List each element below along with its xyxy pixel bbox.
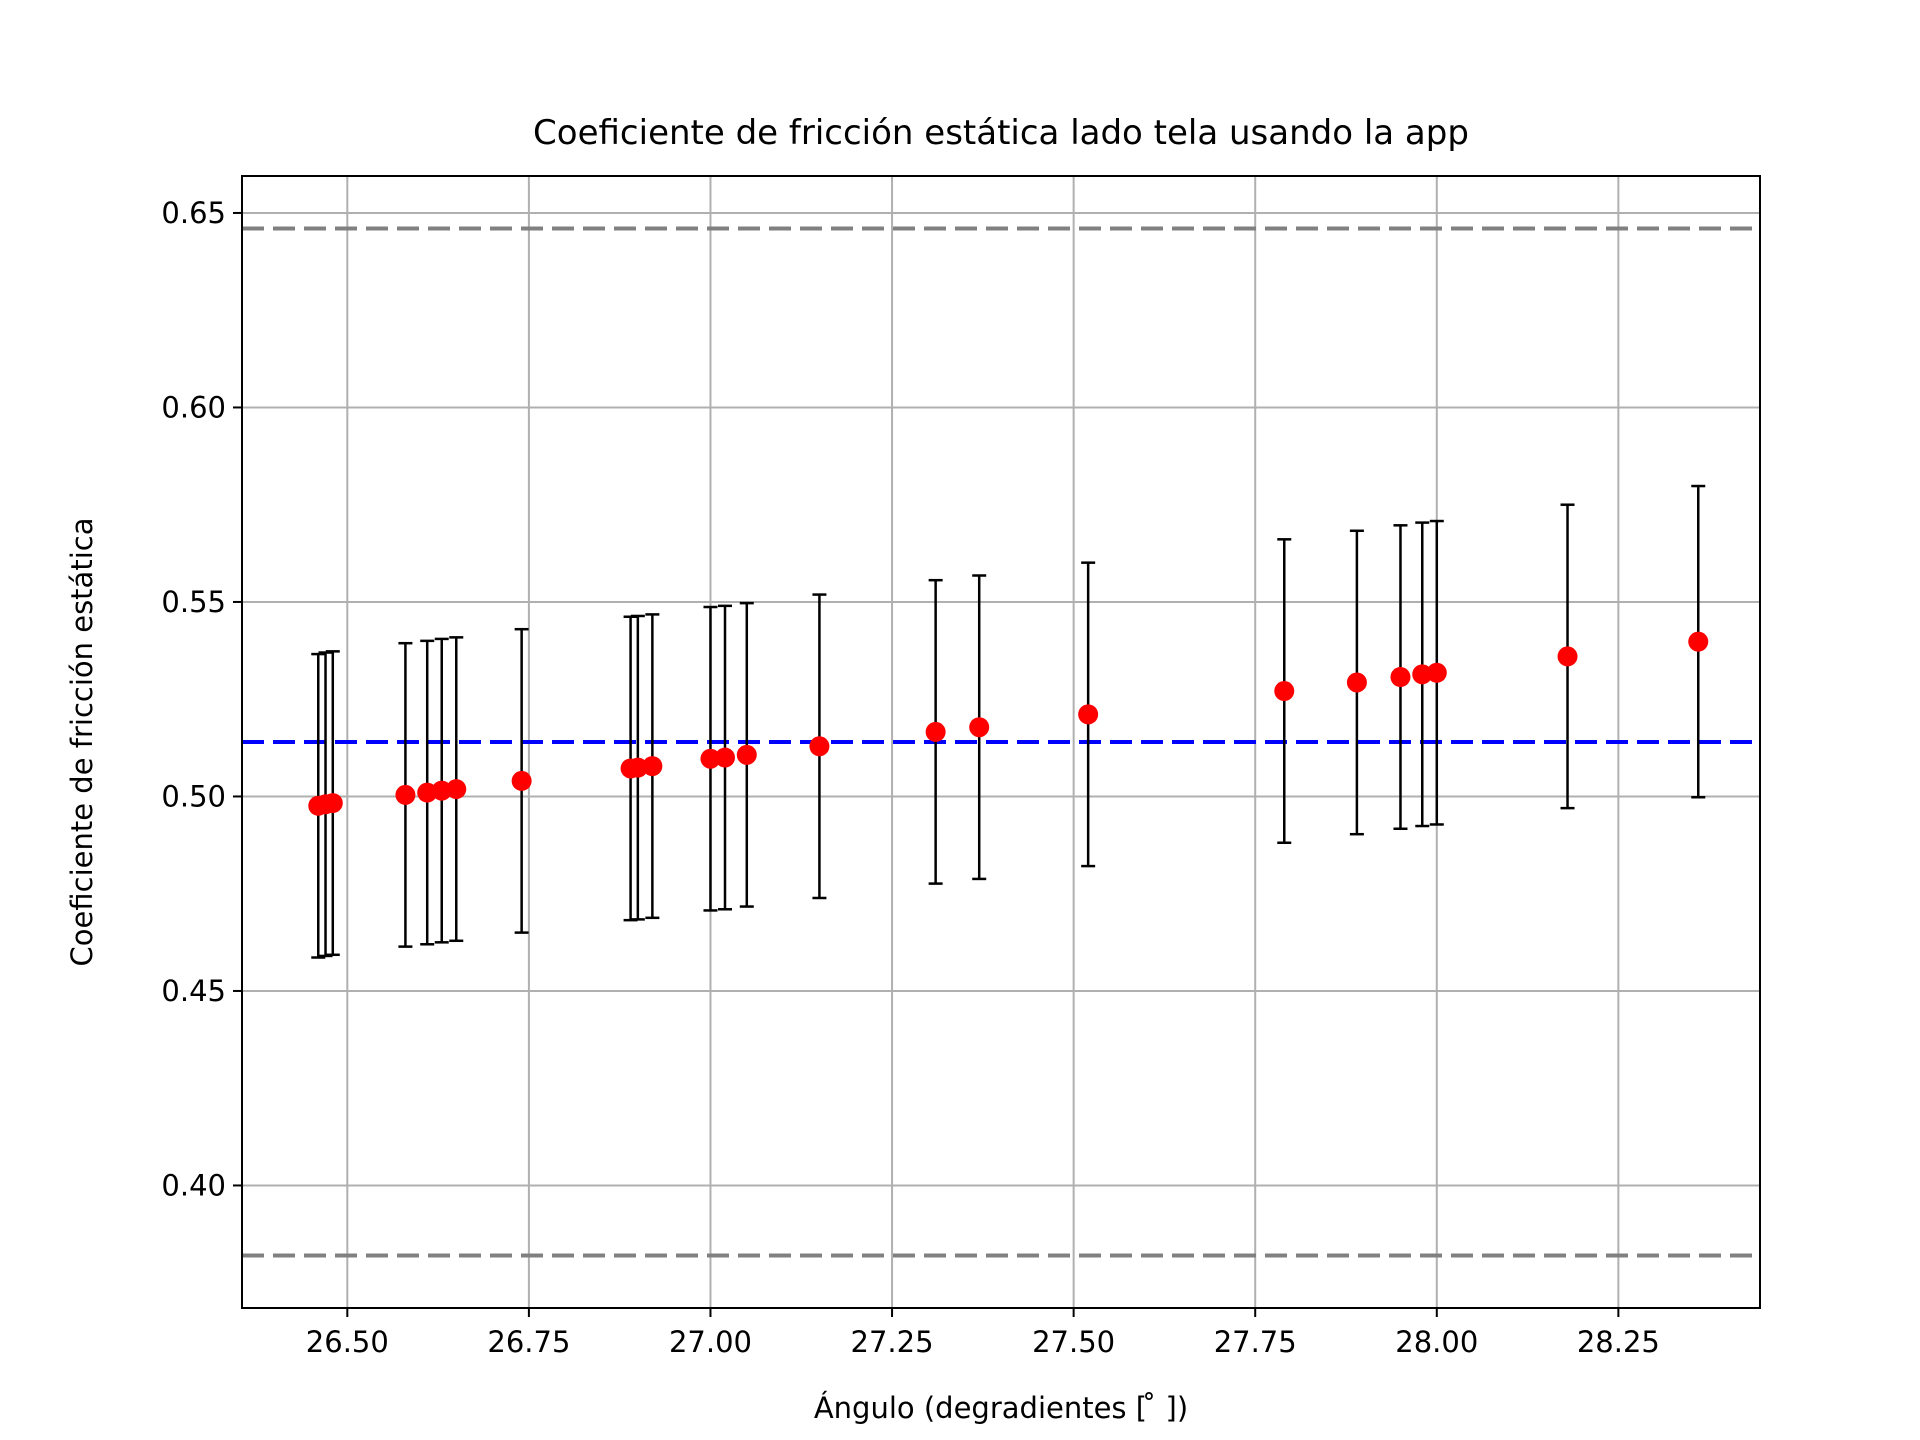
y-tick-label: 0.60 (161, 390, 226, 424)
data-point (1688, 631, 1709, 652)
data-point (417, 782, 438, 803)
data-points (308, 631, 1709, 816)
data-point (431, 780, 452, 801)
x-axis-label: Ángulo (degradientes [ ̊ ]) (814, 1391, 1188, 1425)
y-tick-label: 0.65 (161, 196, 226, 230)
data-point (700, 748, 721, 769)
data-point (1412, 664, 1433, 685)
data-point (627, 757, 648, 778)
x-tick-label: 27.75 (1214, 1325, 1297, 1359)
reference-lines (242, 226, 1760, 1258)
x-tick-label: 28.25 (1577, 1325, 1660, 1359)
data-point (1557, 646, 1578, 667)
y-tick-label: 0.50 (161, 779, 226, 813)
data-point (446, 779, 467, 800)
x-axis-ticks: 26.50 26.75 27.00 27.25 27.50 27.75 28.00 28.25 (306, 1308, 1660, 1359)
data-point (1426, 662, 1447, 683)
data-point (322, 793, 343, 814)
data-point (969, 717, 990, 738)
data-point (1390, 667, 1411, 688)
y-tick-label: 0.45 (161, 974, 226, 1008)
y-tick-label: 0.55 (161, 585, 226, 619)
data-point (1346, 672, 1367, 693)
y-tick-label: 0.40 (161, 1168, 226, 1202)
x-tick-label: 28.00 (1395, 1325, 1478, 1359)
y-axis-label: Coeficiente de fricción estática (65, 518, 99, 967)
data-point (715, 747, 735, 768)
data-point (642, 756, 663, 777)
data-point (809, 736, 830, 757)
chart-title: Coeficiente de fricción estática lado te… (533, 113, 1469, 153)
data-point (1078, 704, 1099, 725)
data-point (925, 721, 946, 742)
data-point (736, 744, 757, 765)
data-point (511, 770, 532, 791)
plot-frame (241, 175, 1761, 1309)
x-tick-label: 26.75 (487, 1325, 570, 1359)
x-tick-label: 27.25 (851, 1325, 934, 1359)
x-tick-label: 27.50 (1032, 1325, 1115, 1359)
data-point (395, 784, 416, 805)
x-tick-label: 27.00 (669, 1325, 752, 1359)
data-point (1274, 681, 1295, 702)
y-axis-ticks: 0.40 0.45 0.50 0.55 0.60 0.65 (161, 196, 242, 1202)
x-tick-label: 26.50 (306, 1325, 389, 1359)
